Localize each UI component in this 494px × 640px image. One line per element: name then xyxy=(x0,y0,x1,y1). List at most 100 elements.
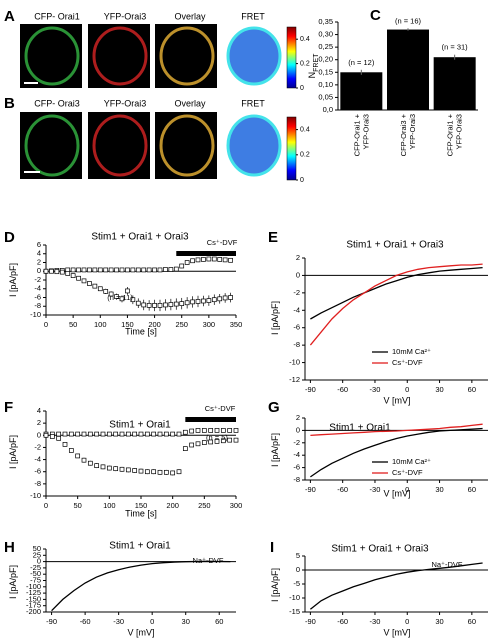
data-point xyxy=(208,439,214,445)
data-point xyxy=(179,301,185,306)
x-tick-label: -60 xyxy=(337,485,348,494)
colorbar-tick-label: 0.4 xyxy=(300,126,310,133)
data-point xyxy=(144,431,150,437)
x-tick-label: 50 xyxy=(73,501,81,510)
y-tick-label: -2 xyxy=(293,288,300,297)
panel-letter: E xyxy=(268,229,278,246)
x-axis-label: V [mV] xyxy=(383,395,410,405)
x-tick-label: -60 xyxy=(80,617,91,626)
y-tick-label: -12 xyxy=(289,375,300,384)
colorbar-tick-label: 0 xyxy=(300,177,304,184)
cell-outline xyxy=(92,26,148,86)
image-label: FRET xyxy=(241,98,265,108)
y-tick-label: 0 xyxy=(296,565,300,574)
y-axis-label-main: I [pA/pF] xyxy=(8,565,18,599)
data-point xyxy=(119,296,125,302)
data-point xyxy=(222,257,228,263)
data-point xyxy=(138,468,144,474)
colorbar-tick-label: 0.2 xyxy=(300,60,310,67)
data-point xyxy=(138,431,144,437)
panel-letter: H xyxy=(4,539,15,556)
x-tick-label: 250 xyxy=(198,501,211,510)
data-point xyxy=(220,428,226,433)
cell-outline xyxy=(159,114,215,177)
data-point xyxy=(135,300,141,306)
y-tick-label: 6 xyxy=(37,240,41,249)
y-tick-label: -175 xyxy=(26,601,41,610)
annotation: (n = 11) xyxy=(107,293,133,302)
y-tick-label: 0,0 xyxy=(323,105,333,114)
data-point xyxy=(106,465,112,471)
data-point xyxy=(227,428,233,433)
data-point xyxy=(182,446,188,451)
data-point xyxy=(59,269,65,275)
colorbar-tick-label: 0.2 xyxy=(300,152,310,159)
data-point xyxy=(184,260,190,265)
x-tick-label: 100 xyxy=(103,501,116,510)
legend-label: Cs⁺-DVF xyxy=(392,468,423,477)
data-line xyxy=(310,423,483,437)
data-point xyxy=(144,469,150,475)
y-axis-label-sub: FRET xyxy=(313,53,320,72)
data-point xyxy=(163,431,169,437)
y-tick-label: -75 xyxy=(30,575,41,584)
data-point xyxy=(97,267,103,273)
y-tick-label: -10 xyxy=(289,358,300,367)
data-point xyxy=(132,468,138,473)
y-axis-label: NFRET xyxy=(307,53,319,79)
stimulus-bar xyxy=(185,417,236,422)
data-point xyxy=(65,271,71,276)
y-tick-label: -125 xyxy=(26,588,41,597)
x-tick-label: -60 xyxy=(337,617,348,626)
y-tick-label: -8 xyxy=(34,479,41,488)
x-tick-label: 0 xyxy=(405,385,409,394)
data-point xyxy=(114,267,119,273)
x-tick-label: 30 xyxy=(435,617,443,626)
x-tick-label: 200 xyxy=(166,501,179,510)
data-point xyxy=(125,267,130,273)
data-point xyxy=(211,256,217,262)
x-tick-label: 250 xyxy=(175,320,188,329)
cell-outline xyxy=(226,114,282,177)
x-axis-label: Time [s] xyxy=(125,326,157,336)
data-point xyxy=(81,431,87,437)
data-point xyxy=(176,431,182,437)
data-point xyxy=(233,437,239,443)
data-point xyxy=(103,289,109,294)
data-line xyxy=(310,427,483,478)
data-point xyxy=(217,296,223,302)
data-point xyxy=(214,439,220,444)
y-tick-label: -6 xyxy=(34,467,41,476)
cell-outline xyxy=(226,26,282,86)
x-tick-label: -90 xyxy=(305,617,316,626)
category-label: CFP-Orai3 + xyxy=(399,113,408,156)
data-point xyxy=(152,303,157,308)
y-axis-label-main: I [pA/pF] xyxy=(270,433,280,467)
data-point xyxy=(106,431,112,437)
data-point xyxy=(146,267,152,273)
x-tick-label: 60 xyxy=(468,617,476,626)
x-tick-label: -90 xyxy=(305,385,316,394)
stimulus-bar xyxy=(176,251,236,256)
data-point xyxy=(97,286,103,292)
data-point xyxy=(195,428,201,433)
chart-title: Stim1 + Orai1 + Orai3 xyxy=(331,544,429,555)
data-point xyxy=(81,267,87,273)
data-point xyxy=(100,431,106,437)
x-axis-label: V [mV] xyxy=(383,488,410,498)
data-point xyxy=(119,431,125,437)
y-tick-label: 5 xyxy=(296,551,300,560)
data-point xyxy=(190,258,195,264)
data-point xyxy=(179,263,185,269)
data-point xyxy=(76,275,81,281)
data-line xyxy=(309,562,483,610)
y-tick-label: 0,30 xyxy=(318,30,333,39)
data-point xyxy=(132,431,138,437)
y-axis-label-main: I [pA/pF] xyxy=(8,263,18,297)
y-tick-label: -4 xyxy=(293,305,300,314)
data-point xyxy=(87,431,93,437)
data-point xyxy=(100,464,106,470)
y-tick-label: 0,20 xyxy=(318,55,333,64)
data-point xyxy=(56,431,62,437)
data-point xyxy=(189,442,195,448)
